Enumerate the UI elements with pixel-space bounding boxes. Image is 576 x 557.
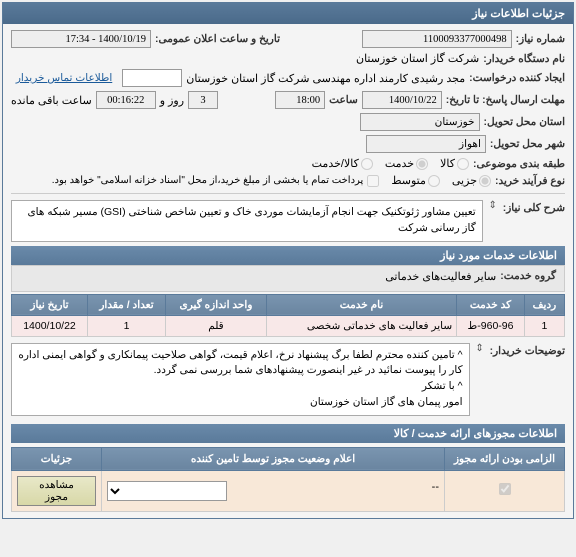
time-label: ساعت: [329, 94, 358, 106]
td-qty: 1: [87, 315, 165, 336]
class-goods-radio: [457, 158, 469, 170]
auth-status-text: --: [432, 481, 439, 493]
contact-link[interactable]: اطلاعات تماس خریدار: [16, 72, 112, 84]
th-unit: واحد اندازه گیری: [166, 294, 267, 315]
city-label: شهر محل تحویل:: [490, 138, 565, 150]
purchase-medium-label: متوسط: [391, 174, 426, 187]
deadline-label: مهلت ارسال پاسخ: تا تاریخ:: [446, 94, 565, 106]
class-goods-service-radio: [361, 158, 373, 170]
buyer-label: نام دستگاه خریدار:: [483, 53, 565, 65]
remain-days: [188, 91, 218, 109]
need-no-field: [362, 30, 512, 48]
purchase-radio-group: جزیی متوسط: [383, 174, 491, 187]
province-field: [360, 113, 480, 131]
announce-label: تاریخ و ساعت اعلان عمومی:: [155, 33, 280, 45]
td-unit: قلم: [166, 315, 267, 336]
td-name: سایر فعالیت های خدماتی شخصی: [266, 315, 456, 336]
th-date: تاریخ نیاز: [12, 294, 88, 315]
class-service-radio: [416, 158, 428, 170]
purchase-partial-radio: [479, 175, 491, 187]
class-goods-label: کالا: [440, 157, 455, 170]
th-name: نام خدمت: [266, 294, 456, 315]
td-code: 960-96-ط: [457, 315, 525, 336]
purchase-note: پرداخت تمام یا بخشی از مبلغ خرید،از محل …: [52, 175, 364, 186]
table-header-row: ردیف کد خدمت نام خدمت واحد اندازه گیری ت…: [12, 294, 565, 315]
class-gs-label: کالا/خدمت: [312, 157, 359, 170]
expand-icon[interactable]: ⇕: [487, 200, 499, 211]
desc-label: شرح کلی نیاز:: [503, 202, 565, 214]
th-qty: تعداد / مقدار: [87, 294, 165, 315]
buyer-value: شرکت گاز استان خوزستان: [356, 52, 479, 65]
panel-title: جزئیات اطلاعات نیاز: [3, 3, 573, 24]
auth-table: الزامی بودن ارائه مجوز اعلام وضعیت مجوز …: [11, 447, 565, 512]
remain-label: ساعت باقی مانده: [11, 94, 92, 107]
remain-time: [96, 91, 156, 109]
auth-status-select[interactable]: [107, 481, 227, 501]
city-field: [366, 135, 486, 153]
auth-th-status: اعلام وضعیت مجوز توسط تامین کننده: [102, 447, 445, 470]
auth-th-details: جزئیات: [12, 447, 102, 470]
deadline-time: [275, 91, 325, 109]
creator-value: مجد رشیدی کارمند اداره مهندسی شرکت گاز ا…: [186, 72, 465, 85]
deadline-date: [362, 91, 442, 109]
creator-label: ایجاد کننده درخواست:: [469, 72, 565, 84]
province-label: استان محل تحویل:: [484, 116, 565, 128]
class-radio-group: کالا خدمت کالا/خدمت: [304, 157, 469, 170]
table-row: 1 960-96-ط سایر فعالیت های خدماتی شخصی ق…: [12, 315, 565, 336]
contact-input[interactable]: [122, 69, 182, 87]
panel-body: شماره نیاز: تاریخ و ساعت اعلان عمومی: نا…: [3, 24, 573, 518]
remain-days-label: روز و: [160, 94, 184, 107]
view-auth-button[interactable]: مشاهده مجوز: [17, 476, 96, 506]
purchase-partial-label: جزیی: [452, 174, 477, 187]
need-info-header: اطلاعات خدمات مورد نیاز: [11, 246, 565, 265]
desc-box: تعیین مشاور ژئوتکنیک جهت انجام آزمایشات …: [11, 200, 483, 242]
auth-row: -- مشاهده مجوز: [12, 470, 565, 511]
service-group-value: سایر فعالیت‌های خدماتی: [385, 270, 496, 283]
announce-field: [11, 30, 151, 48]
expand-notes-icon[interactable]: ⇕: [474, 343, 486, 354]
service-table: ردیف کد خدمت نام خدمت واحد اندازه گیری ت…: [11, 294, 565, 337]
buyer-notes-box: ^ تامین کننده محترم لطفا برگ پیشنهاد نرخ…: [11, 343, 470, 416]
need-no-label: شماره نیاز:: [516, 33, 565, 45]
th-row: ردیف: [524, 294, 564, 315]
td-row: 1: [524, 315, 564, 336]
class-service-label: خدمت: [385, 157, 414, 170]
desc-text: تعیین مشاور ژئوتکنیک جهت انجام آزمایشات …: [27, 206, 475, 234]
service-group-label: گروه خدمت:: [500, 270, 556, 282]
auth-th-mandatory: الزامی بودن ارائه مجوز: [445, 447, 565, 470]
th-code: کد خدمت: [457, 294, 525, 315]
main-panel: جزئیات اطلاعات نیاز شماره نیاز: تاریخ و …: [2, 2, 574, 519]
purchase-medium-radio: [428, 175, 440, 187]
buyer-notes-label: توضیحات خریدار:: [490, 345, 565, 357]
auth-mandatory-checkbox: [499, 483, 511, 495]
td-date: 1400/10/22: [12, 315, 88, 336]
class-label: طبقه بندی موضوعی:: [473, 158, 565, 170]
purchase-type-label: نوع فرآیند خرید:: [495, 175, 565, 187]
treasury-checkbox: [367, 175, 379, 187]
auth-header: اطلاعات مجوزهای ارائه خدمت / کالا: [11, 424, 565, 443]
